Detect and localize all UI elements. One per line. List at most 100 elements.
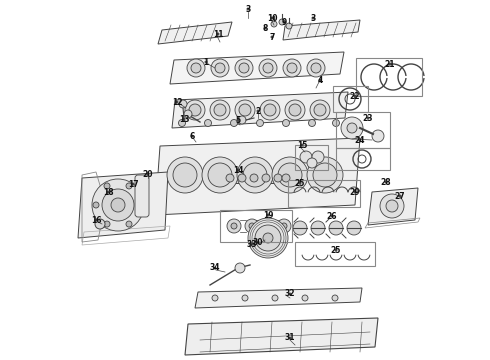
- Circle shape: [242, 295, 248, 301]
- Circle shape: [271, 21, 277, 27]
- Text: 25: 25: [295, 179, 305, 188]
- Circle shape: [329, 221, 343, 235]
- Polygon shape: [368, 188, 418, 225]
- Text: 11: 11: [213, 30, 223, 39]
- Circle shape: [289, 104, 301, 116]
- Text: 3: 3: [310, 14, 316, 23]
- Circle shape: [214, 267, 216, 269]
- Circle shape: [265, 223, 271, 229]
- Circle shape: [285, 100, 305, 120]
- Circle shape: [311, 63, 321, 73]
- Circle shape: [184, 110, 192, 118]
- Circle shape: [189, 104, 201, 116]
- Circle shape: [310, 100, 330, 120]
- Circle shape: [283, 59, 301, 77]
- Circle shape: [183, 118, 185, 120]
- Circle shape: [267, 214, 269, 216]
- Circle shape: [260, 100, 280, 120]
- Circle shape: [272, 295, 278, 301]
- Circle shape: [335, 249, 337, 251]
- Circle shape: [93, 202, 99, 208]
- Circle shape: [217, 33, 219, 35]
- Circle shape: [341, 117, 363, 139]
- Circle shape: [271, 17, 273, 19]
- Circle shape: [173, 163, 197, 187]
- Circle shape: [380, 194, 404, 218]
- Circle shape: [126, 183, 132, 189]
- Circle shape: [250, 174, 258, 182]
- Text: 6: 6: [189, 131, 195, 140]
- Text: 24: 24: [355, 135, 365, 144]
- Circle shape: [372, 130, 384, 142]
- Circle shape: [300, 151, 312, 163]
- Circle shape: [237, 119, 239, 121]
- Circle shape: [354, 95, 356, 97]
- Text: 15: 15: [297, 140, 307, 149]
- Circle shape: [385, 181, 387, 183]
- Circle shape: [256, 120, 264, 126]
- Text: 22: 22: [350, 91, 360, 100]
- Circle shape: [278, 163, 302, 187]
- Circle shape: [309, 120, 316, 126]
- Text: 21: 21: [385, 59, 395, 68]
- Circle shape: [210, 100, 230, 120]
- Circle shape: [264, 104, 276, 116]
- Circle shape: [237, 169, 239, 171]
- Circle shape: [263, 63, 273, 73]
- Circle shape: [95, 219, 105, 229]
- Circle shape: [104, 183, 110, 189]
- Text: 4: 4: [318, 76, 322, 85]
- Text: 9: 9: [281, 18, 287, 27]
- Circle shape: [283, 21, 285, 23]
- Circle shape: [347, 221, 361, 235]
- Circle shape: [235, 59, 253, 77]
- Text: 20: 20: [143, 170, 153, 179]
- Polygon shape: [195, 288, 362, 308]
- Circle shape: [104, 221, 110, 227]
- Circle shape: [238, 116, 246, 124]
- Circle shape: [302, 295, 308, 301]
- Bar: [295, 145, 328, 170]
- Text: 33: 33: [247, 239, 257, 248]
- Text: 14: 14: [233, 166, 243, 175]
- Circle shape: [312, 17, 314, 19]
- Text: 17: 17: [128, 180, 138, 189]
- Circle shape: [191, 63, 201, 73]
- Circle shape: [147, 173, 149, 175]
- Bar: [333, 86, 368, 112]
- Circle shape: [185, 100, 205, 120]
- Circle shape: [399, 195, 401, 197]
- Text: 18: 18: [103, 188, 113, 197]
- Circle shape: [332, 295, 338, 301]
- Circle shape: [347, 123, 357, 133]
- Circle shape: [214, 104, 226, 116]
- Text: 5: 5: [235, 116, 241, 125]
- Polygon shape: [185, 318, 378, 355]
- Text: 28: 28: [381, 177, 392, 186]
- Circle shape: [176, 101, 178, 103]
- Text: 29: 29: [350, 188, 360, 197]
- Circle shape: [212, 295, 218, 301]
- Circle shape: [311, 221, 325, 235]
- Circle shape: [208, 163, 232, 187]
- Polygon shape: [283, 20, 360, 40]
- Circle shape: [179, 100, 187, 108]
- Polygon shape: [158, 22, 232, 44]
- Circle shape: [272, 157, 308, 193]
- Circle shape: [299, 182, 301, 184]
- Bar: [220, 210, 292, 242]
- Circle shape: [293, 221, 307, 235]
- Text: 1: 1: [203, 58, 209, 67]
- Polygon shape: [78, 172, 168, 238]
- Circle shape: [312, 151, 324, 163]
- Circle shape: [367, 117, 369, 119]
- Text: 2: 2: [255, 107, 261, 116]
- Text: 8: 8: [262, 23, 268, 32]
- Circle shape: [359, 139, 361, 141]
- Text: 3: 3: [245, 5, 250, 14]
- Circle shape: [102, 189, 134, 221]
- Circle shape: [257, 241, 259, 243]
- Text: 34: 34: [210, 264, 220, 273]
- Circle shape: [307, 59, 325, 77]
- Circle shape: [262, 174, 270, 182]
